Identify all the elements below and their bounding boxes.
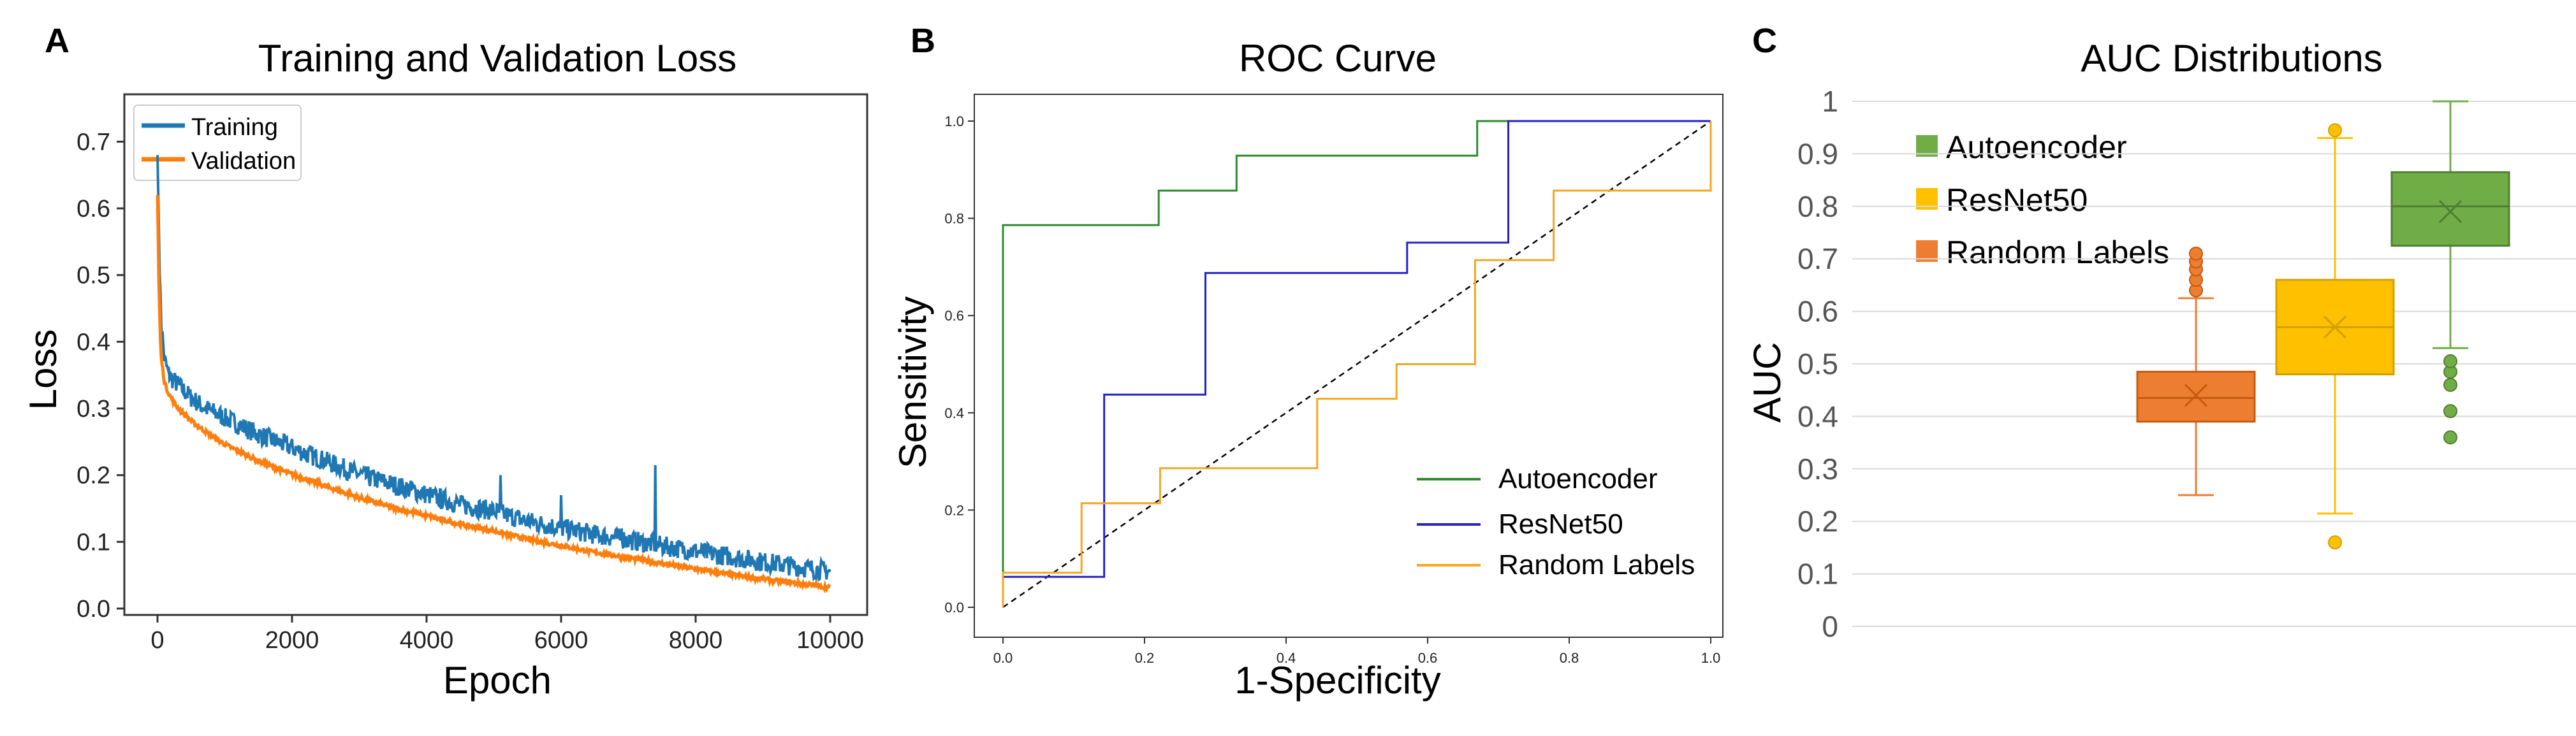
legend-label-validation: Validation (191, 148, 296, 175)
box-outlier-autoencoder (2443, 354, 2457, 368)
box-outlier-autoencoder (2443, 404, 2457, 419)
panel-a-title: Training and Validation Loss (258, 37, 736, 80)
box-mean-random-labels (2184, 384, 2208, 407)
panel-c-title: AUC Distributions (2081, 37, 2382, 80)
legend-label-random-labels-roc: Random Labels (1498, 549, 1695, 581)
panel-c-ytick-label: 0.3 (1797, 452, 1838, 486)
panel-a-series-validation (156, 195, 831, 594)
panel-b-ytick-label: 0.2 (944, 502, 964, 518)
panel-c-letter: C (1752, 22, 1777, 60)
panel-c-ytick-label: 0.9 (1797, 137, 1838, 170)
box-mean-autoencoder (2438, 199, 2463, 224)
panel-a-xtick-label: 4000 (400, 627, 454, 654)
panel-a-ytick-label: 0.0 (77, 596, 110, 623)
panel-c-legend: Autoencoder ResNet50 Random Labels (1916, 129, 2169, 270)
legend-label-autoencoder-roc: Autoencoder (1498, 463, 1658, 494)
panel-b-plot: 0.0 0.2 0.4 0.6 0.8 1.0 0.0 0.2 0.4 0.6 0.8 1.0 (944, 94, 1723, 666)
panel-b-ytick-label: 0.8 (944, 211, 964, 227)
panel-c-ytick-label: 0.6 (1797, 295, 1838, 328)
panel-a-ytick-label: 0.5 (77, 263, 110, 289)
panel-a-xtick-label: 0 (150, 627, 164, 654)
panel-a-ytick-label: 0.2 (77, 463, 110, 489)
panel-b-ytick-label: 0.6 (944, 308, 964, 324)
legend-swatch-autoencoder-box (1916, 135, 1938, 157)
panel-a-plot: 0 2000 4000 6000 8000 10000 0.0 0.1 0.2 0.3 0.4 0.5… (77, 93, 868, 654)
panel-b-legend: Autoencoder ResNet50 Random Labels (1417, 463, 1695, 581)
panel-b-ytick-label: 1.0 (944, 113, 964, 129)
panel-c-ytick-label: 0.7 (1797, 242, 1838, 275)
panel-a-legend: Training Validation (133, 105, 302, 181)
panel-b-title: ROC Curve (1239, 37, 1437, 80)
panel-a-ylabel: Loss (22, 329, 64, 410)
panel-b-xtick-label: 0.6 (1418, 650, 1438, 666)
box-autoencoder (2390, 171, 2510, 247)
panel-b-xtick-label: 0.4 (1277, 650, 1296, 666)
box-outlier-autoencoder (2443, 377, 2457, 392)
panel-b-roc-random-labels (1002, 121, 1712, 607)
panel-b-frame (974, 94, 1723, 638)
panel-c-ytick-label: 0.1 (1797, 558, 1838, 591)
box-mean-resnet50 (2323, 315, 2347, 339)
legend-label-random-labels-box: Random Labels (1946, 235, 2169, 270)
panel-a-frame (123, 93, 868, 616)
panel-b-xtick-label: 0.8 (1560, 650, 1579, 666)
panel-b-ylabel: Sensitivity (891, 296, 934, 468)
panel-c-ytick-label: 0.5 (1797, 347, 1838, 380)
legend-label-training: Training (191, 114, 278, 141)
panel-a-xtick-label: 2000 (265, 627, 319, 654)
box-outlier-resnet50 (2328, 535, 2342, 550)
box-outlier-autoencoder (2443, 430, 2457, 445)
panel-a-xtick-label: 10000 (796, 627, 864, 654)
panel-b-reference-line (1002, 120, 1711, 609)
panel-c-plot: 0 0.1 0.2 0.3 0.4 0.5 0.6 0.7 0.8 0.9 1 (1797, 85, 2576, 643)
box-outlier-random-labels (2189, 246, 2203, 261)
panel-a-series-training (156, 155, 831, 584)
panel-c-ytick-label: 0.4 (1797, 400, 1838, 433)
panel-a-letter: A (45, 22, 70, 60)
panel-b-roc-resnet50 (1002, 120, 1711, 607)
panel-c-ytick-label: 1 (1822, 85, 1838, 118)
panel-b-letter: B (911, 22, 935, 60)
box-outlier-resnet50 (2328, 123, 2342, 138)
panel-b-xlabel: 1-Specificity (1234, 659, 1440, 702)
panel-b-xtick-label: 0.2 (1135, 650, 1155, 666)
legend-label-resnet50-box: ResNet50 (1946, 182, 2088, 218)
panel-b-roc-autoencoder (1002, 120, 1711, 607)
panel-a-ytick-label: 0.3 (77, 396, 110, 422)
panel-b-xtick-label: 0.0 (993, 650, 1013, 666)
panel-c-ytick-label: 0.2 (1797, 505, 1838, 538)
panel-b-xtick-label: 1.0 (1701, 650, 1721, 666)
panel-c-ylabel: AUC (1746, 342, 1789, 423)
panel-b-ytick-label: 0.4 (944, 405, 964, 421)
panel-a-xlabel: Epoch (443, 659, 552, 702)
legend-label-autoencoder-box: Autoencoder (1946, 129, 2127, 165)
panel-a-xtick-label: 6000 (534, 627, 589, 654)
panel-a-ytick-label: 0.7 (77, 129, 110, 155)
panel-b-ytick-label: 0.0 (944, 600, 964, 616)
panel-c-ytick-label: 0 (1822, 610, 1838, 643)
panel-a-xtick-label: 8000 (669, 627, 723, 654)
panel-c-ytick-label: 0.8 (1797, 190, 1838, 223)
legend-label-resnet50-roc: ResNet50 (1498, 509, 1623, 540)
panel-a-ytick-label: 0.4 (77, 329, 110, 356)
panel-a-ytick-label: 0.1 (77, 529, 110, 556)
panel-a-ytick-label: 0.6 (77, 196, 110, 222)
